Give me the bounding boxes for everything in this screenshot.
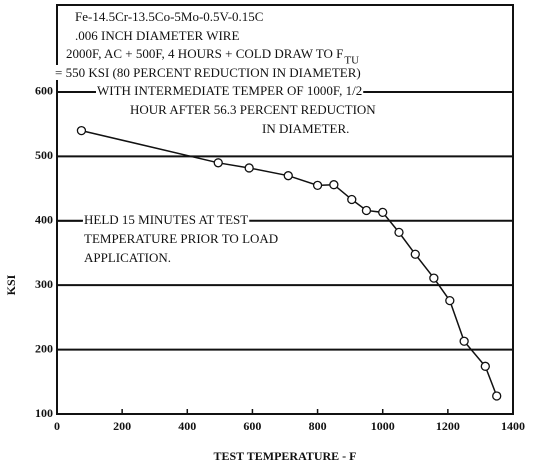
y-tick-label: 200: [35, 341, 53, 355]
data-point: [480, 361, 490, 371]
annotation: IN DIAMETER.: [262, 121, 349, 136]
x-axis-label: TEST TEMPERATURE - F: [213, 449, 356, 463]
y-tick-label: 300: [35, 277, 53, 291]
annotation-bg: [344, 54, 361, 67]
data-point: [361, 205, 372, 216]
data-point: [283, 171, 293, 181]
y-tick-label: 400: [35, 213, 53, 227]
data-line: [81, 129, 498, 397]
data-point: [394, 227, 404, 238]
annotation: HOUR AFTER 56.3 PERCENT REDUCTION: [130, 102, 376, 117]
x-tick-label: 200: [113, 419, 131, 433]
data-point: [492, 391, 502, 401]
data-point: [459, 336, 469, 346]
annotation-bg: [74, 27, 241, 43]
data-point: [213, 158, 223, 168]
y-tick-label: 100: [35, 406, 53, 420]
data-point: [410, 249, 420, 259]
data-point: [244, 163, 254, 173]
annotation-bg: [261, 120, 351, 136]
note: HELD 15 MINUTES AT TEST: [84, 212, 248, 227]
x-tick-label: 1400: [501, 419, 525, 433]
data-point: [312, 180, 323, 190]
annotation: .006 INCH DIAMETER WIRE: [75, 28, 239, 43]
annotation-subscript: TU: [344, 55, 359, 67]
data-point: [378, 207, 388, 218]
annotation-bg: [54, 64, 362, 80]
annotation: Fe-14.5Cr-13.5Co-5Mo-0.5V-0.15C: [75, 9, 263, 24]
note: TEMPERATURE PRIOR TO LOAD: [84, 231, 278, 246]
x-tick-label: 0: [54, 419, 60, 433]
note-bg: [83, 230, 280, 246]
annotation-bg: [74, 8, 265, 24]
y-tick-label: 600: [35, 84, 53, 98]
annotation-bg: [129, 101, 378, 117]
data-point: [347, 194, 357, 205]
x-tick-label: 1200: [436, 419, 460, 433]
annotation: 2000F, AC + 500F, 4 HOURS + COLD DRAW TO…: [66, 46, 343, 61]
note-bg: [83, 249, 173, 265]
note-bg: [83, 211, 250, 227]
annotation: = 550 KSI (80 PERCENT REDUCTION IN DIAME…: [55, 65, 361, 80]
annotation-bg: [65, 45, 345, 61]
data-point: [329, 180, 339, 190]
plot-frame: [56, 4, 514, 415]
data-point: [445, 295, 455, 306]
annotation-bg: [96, 82, 364, 98]
x-tick-label: 400: [178, 419, 196, 433]
note: APPLICATION.: [84, 250, 171, 265]
x-tick-label: 1000: [371, 419, 395, 433]
x-tick-label: 800: [309, 419, 327, 433]
data-point: [76, 125, 87, 136]
y-axis-label: KSI: [4, 274, 18, 295]
data-point: [429, 273, 439, 283]
x-tick-label: 600: [243, 419, 261, 433]
annotation: WITH INTERMEDIATE TEMPER OF 1000F, 1/2: [97, 83, 362, 98]
y-tick-label: 500: [35, 148, 53, 162]
